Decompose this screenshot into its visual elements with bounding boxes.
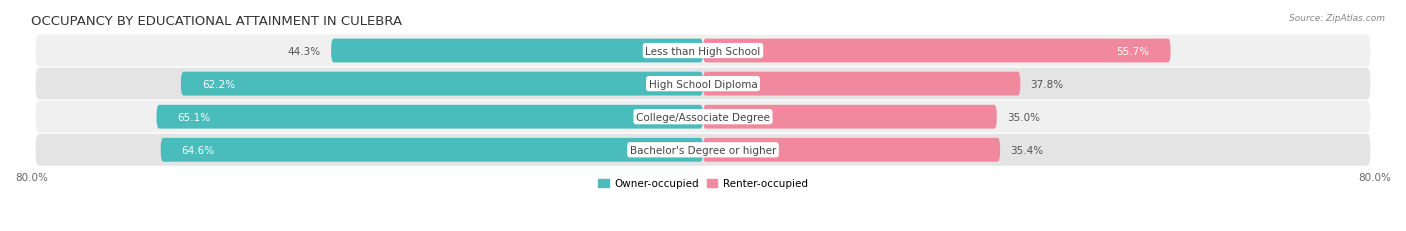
Text: 35.4%: 35.4% [1011, 145, 1043, 155]
Text: Less than High School: Less than High School [645, 46, 761, 56]
FancyBboxPatch shape [703, 72, 1021, 96]
Text: 62.2%: 62.2% [202, 79, 235, 89]
Text: Source: ZipAtlas.com: Source: ZipAtlas.com [1289, 14, 1385, 23]
FancyBboxPatch shape [703, 40, 1171, 63]
Legend: Owner-occupied, Renter-occupied: Owner-occupied, Renter-occupied [595, 175, 811, 193]
Text: Bachelor's Degree or higher: Bachelor's Degree or higher [630, 145, 776, 155]
Text: 35.0%: 35.0% [1007, 112, 1040, 122]
FancyBboxPatch shape [160, 138, 703, 162]
Text: 37.8%: 37.8% [1031, 79, 1063, 89]
Text: College/Associate Degree: College/Associate Degree [636, 112, 770, 122]
FancyBboxPatch shape [156, 105, 703, 129]
FancyBboxPatch shape [35, 68, 1371, 100]
Text: 65.1%: 65.1% [177, 112, 211, 122]
Text: OCCUPANCY BY EDUCATIONAL ATTAINMENT IN CULEBRA: OCCUPANCY BY EDUCATIONAL ATTAINMENT IN C… [31, 15, 402, 28]
Text: 55.7%: 55.7% [1116, 46, 1150, 56]
Text: 44.3%: 44.3% [288, 46, 321, 56]
Text: High School Diploma: High School Diploma [648, 79, 758, 89]
FancyBboxPatch shape [35, 101, 1371, 133]
FancyBboxPatch shape [703, 105, 997, 129]
FancyBboxPatch shape [332, 40, 703, 63]
FancyBboxPatch shape [703, 138, 1000, 162]
FancyBboxPatch shape [35, 134, 1371, 166]
FancyBboxPatch shape [35, 36, 1371, 67]
Text: 64.6%: 64.6% [181, 145, 215, 155]
FancyBboxPatch shape [181, 72, 703, 96]
